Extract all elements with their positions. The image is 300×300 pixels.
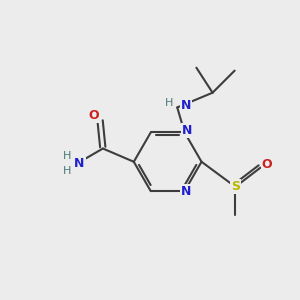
Text: N: N <box>181 99 191 112</box>
Text: O: O <box>262 158 272 171</box>
Text: N: N <box>181 185 192 198</box>
Text: N: N <box>182 124 193 137</box>
Text: S: S <box>231 180 240 193</box>
Text: N: N <box>74 157 85 170</box>
Text: H: H <box>62 166 71 176</box>
Text: H: H <box>62 152 71 161</box>
Text: O: O <box>89 109 99 122</box>
Text: H: H <box>165 98 173 108</box>
